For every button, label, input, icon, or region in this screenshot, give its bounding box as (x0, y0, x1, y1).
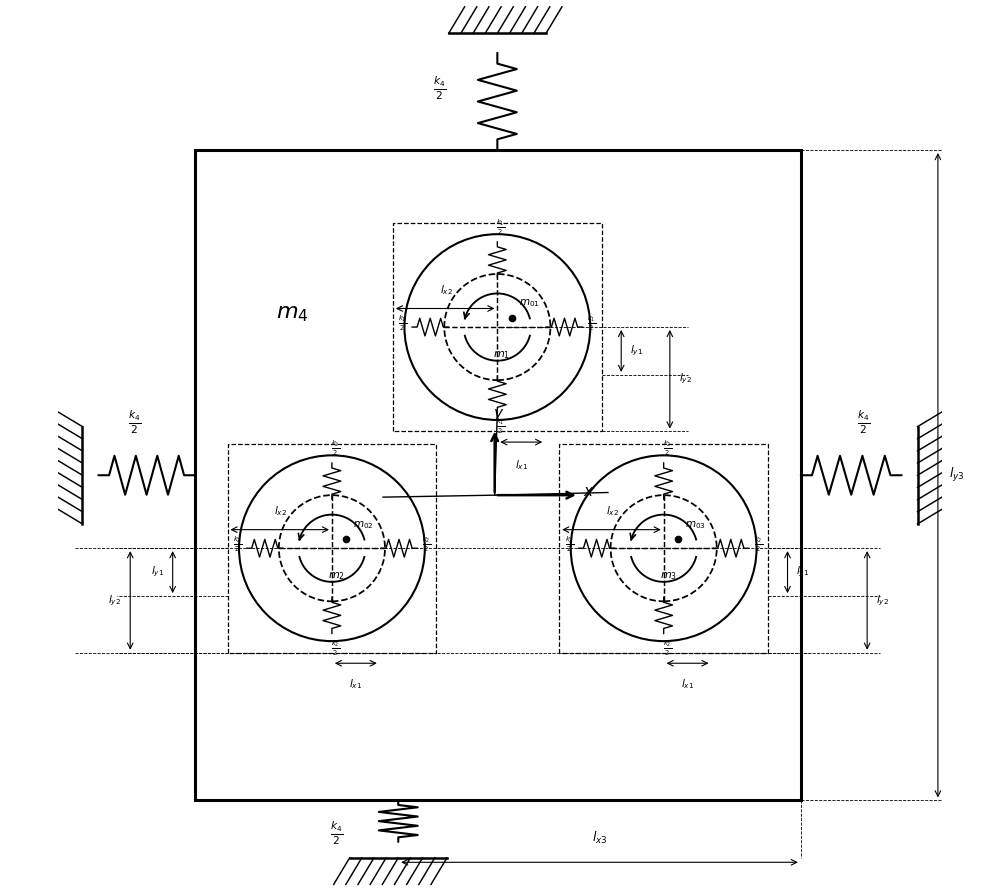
Text: $\frac{k_1}{2}$: $\frac{k_1}{2}$ (496, 417, 505, 437)
Text: $m_3$: $m_3$ (660, 570, 677, 581)
Text: $\frac{k_2}{2}$: $\frac{k_2}{2}$ (565, 535, 574, 555)
Text: $\frac{k_2}{2}$: $\frac{k_2}{2}$ (422, 535, 431, 555)
Text: $\frac{k_1}{2}$: $\frac{k_1}{2}$ (496, 218, 505, 238)
Text: $\frac{k_2}{2}$: $\frac{k_2}{2}$ (754, 535, 763, 555)
Text: $l_{x2}$: $l_{x2}$ (606, 505, 619, 518)
Text: $\frac{k_1}{2}$: $\frac{k_1}{2}$ (398, 313, 407, 333)
Text: $l_{x2}$: $l_{x2}$ (274, 505, 287, 518)
Text: $m_{01}$: $m_{01}$ (519, 297, 539, 309)
Text: $l_{y2}$: $l_{y2}$ (876, 593, 889, 607)
Text: $l_{x1}$: $l_{x1}$ (349, 678, 362, 691)
Text: $m_1$: $m_1$ (493, 349, 510, 361)
Text: $l_{x3}$: $l_{x3}$ (592, 830, 607, 847)
Text: $l_{y2}$: $l_{y2}$ (679, 372, 692, 387)
Text: $\frac{k_4}{2}$: $\frac{k_4}{2}$ (433, 74, 446, 102)
Text: $l_{x1}$: $l_{x1}$ (515, 458, 528, 472)
Text: $m_2$: $m_2$ (328, 570, 345, 581)
Text: $l_{y3}$: $l_{y3}$ (949, 466, 964, 484)
Text: $\frac{k_2}{2}$: $\frac{k_2}{2}$ (331, 638, 340, 657)
Text: $l_{y2}$: $l_{y2}$ (108, 593, 121, 607)
Text: $m_{03}$: $m_{03}$ (685, 519, 706, 530)
Text: $l_{y1}$: $l_{y1}$ (630, 344, 643, 358)
Text: $l_{x2}$: $l_{x2}$ (440, 283, 453, 297)
Text: $\frac{k_2}{2}$: $\frac{k_2}{2}$ (663, 638, 672, 657)
Text: $m_4$: $m_4$ (276, 302, 308, 323)
Text: $l_{y1}$: $l_{y1}$ (796, 565, 810, 580)
Text: $\frac{k_1}{2}$: $\frac{k_1}{2}$ (587, 313, 596, 333)
Text: $\frac{k_2}{2}$: $\frac{k_2}{2}$ (663, 438, 672, 458)
Text: $\frac{k_4}{2}$: $\frac{k_4}{2}$ (330, 820, 343, 847)
Text: $x$: $x$ (583, 485, 595, 498)
Text: $\frac{k_2}{2}$: $\frac{k_2}{2}$ (331, 438, 340, 458)
Text: $l_{x1}$: $l_{x1}$ (681, 678, 694, 691)
Text: $\frac{k_2}{2}$: $\frac{k_2}{2}$ (233, 535, 242, 555)
Text: $\frac{k_4}{2}$: $\frac{k_4}{2}$ (857, 408, 870, 436)
Text: $m_{02}$: $m_{02}$ (353, 519, 374, 530)
Text: $l_{y1}$: $l_{y1}$ (151, 565, 164, 580)
Bar (195, 150, 801, 800)
Text: $\frac{k_4}{2}$: $\frac{k_4}{2}$ (128, 408, 141, 436)
Text: $y$: $y$ (493, 406, 505, 422)
